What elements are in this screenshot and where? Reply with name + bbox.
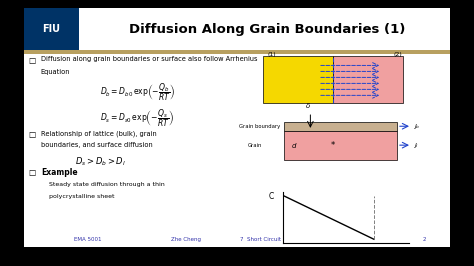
Text: (2): (2) (394, 52, 403, 57)
Text: $d$: $d$ (292, 141, 298, 150)
Bar (24, 50, 450, 54)
Text: □: □ (28, 56, 35, 65)
Text: $D_s > D_b > D_l$: $D_s > D_b > D_l$ (75, 155, 126, 168)
Bar (284, 131, 397, 160)
Bar (24, 8, 79, 50)
Text: x: x (415, 248, 420, 256)
Text: Diffusion along grain boundaries or surface also follow Arrhenius: Diffusion along grain boundaries or surf… (41, 56, 257, 62)
Text: $J_l$: $J_l$ (413, 141, 419, 150)
Text: C: C (268, 192, 273, 201)
Text: Zhe Cheng: Zhe Cheng (171, 237, 201, 242)
Text: Grain: Grain (247, 143, 262, 148)
Text: *: * (331, 141, 335, 150)
Text: 7  Short Circuit Diff & Reaction Diff: 7 Short Circuit Diff & Reaction Diff (240, 237, 336, 242)
Text: □: □ (28, 130, 35, 139)
Text: Grain boundary: Grain boundary (239, 124, 281, 129)
Text: Equation: Equation (41, 69, 70, 75)
Text: (1): (1) (268, 52, 276, 57)
Text: boundaries, and surface diffusion: boundaries, and surface diffusion (41, 142, 153, 148)
Bar (263, 56, 333, 103)
Text: Relationship of lattice (bulk), grain: Relationship of lattice (bulk), grain (41, 130, 156, 136)
Text: EMA 5001: EMA 5001 (74, 237, 101, 242)
Text: Diffusion Along Grain Boundaries (1): Diffusion Along Grain Boundaries (1) (128, 23, 405, 36)
Text: polycrystalline sheet: polycrystalline sheet (49, 194, 115, 198)
Text: Steady state diffusion through a thin: Steady state diffusion through a thin (49, 182, 165, 186)
Text: $J_b$: $J_b$ (413, 122, 420, 131)
Bar (24, 8, 450, 50)
Text: $D_s = D_{s0}\,\exp\!\left(-\dfrac{Q_s}{RT}\right)$: $D_s = D_{s0}\,\exp\!\left(-\dfrac{Q_s}{… (100, 107, 174, 129)
Text: $\delta$: $\delta$ (305, 101, 311, 110)
Bar (284, 122, 397, 131)
Text: $D_b = D_{b0}\,\exp\!\left(-\dfrac{Q_b}{RT}\right)$: $D_b = D_{b0}\,\exp\!\left(-\dfrac{Q_b}{… (100, 81, 175, 103)
Text: 0: 0 (275, 248, 279, 252)
Text: FIU: FIU (43, 24, 60, 34)
Text: Example: Example (41, 168, 77, 177)
Bar (333, 56, 403, 103)
Text: 2: 2 (423, 237, 427, 242)
Text: □: □ (28, 168, 35, 177)
